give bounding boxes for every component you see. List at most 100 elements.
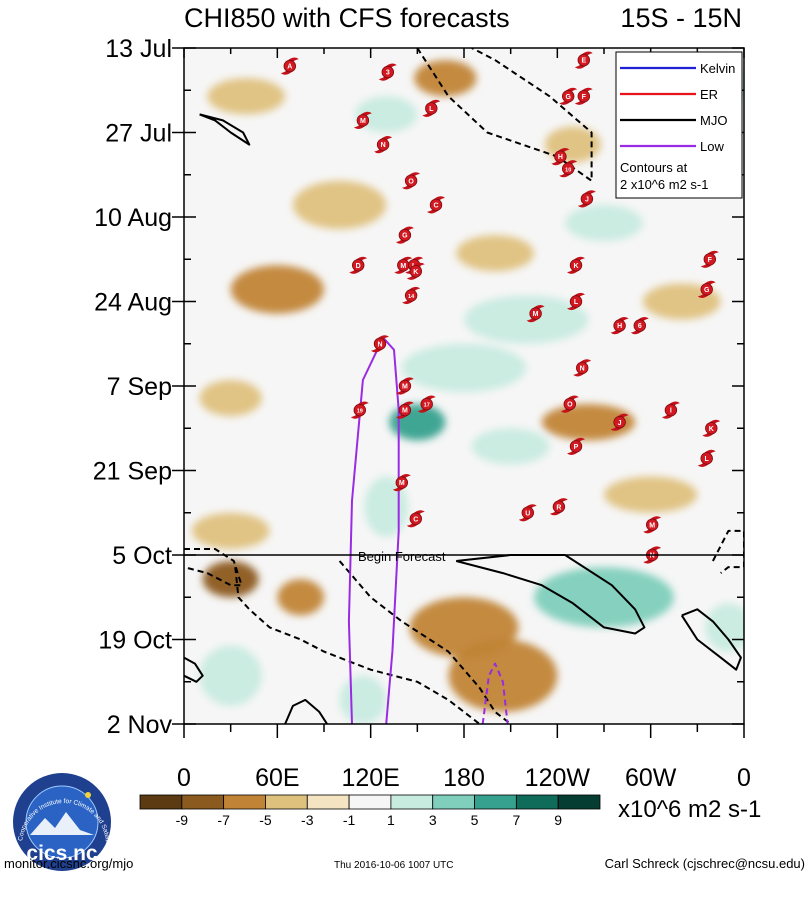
storm-body	[398, 403, 412, 417]
storm-marker: M	[353, 111, 372, 129]
anomaly-patch	[604, 476, 698, 513]
legend: Kelvin ER MJO Low Contours at 2 x10^6 m2 s-…	[615, 51, 743, 199]
storm-label: 6	[638, 323, 642, 330]
storm-body	[705, 422, 718, 435]
storm-body	[373, 337, 387, 350]
mjo-contour	[712, 529, 744, 574]
colorbar-swatch	[348, 794, 392, 810]
storm-layer: A3LMNOCEGFH10JGDMLK14KLMFGH6NMM1719NOJIK…	[280, 51, 721, 564]
mjo-contour	[338, 560, 512, 724]
colorbar-swatch	[181, 794, 225, 810]
logo-mountains	[30, 812, 94, 835]
x-tick-label: 120E	[341, 764, 399, 792]
anomaly-patch	[207, 78, 286, 115]
x-tick-label: 60W	[625, 764, 677, 792]
storm-marker: M	[643, 516, 662, 534]
storm-marker: L	[422, 99, 441, 117]
anomaly-patch	[565, 204, 643, 242]
anomaly-patch	[705, 603, 744, 652]
storm-label: 10	[565, 167, 571, 173]
storm-marker: L	[567, 292, 585, 311]
anomaly-patch	[292, 180, 387, 230]
storm-label: H	[558, 154, 563, 161]
storm-label: A	[287, 64, 292, 71]
anomaly-patch	[642, 283, 721, 320]
colorbar-swatch	[390, 794, 434, 810]
storm-label: C	[433, 203, 438, 210]
mjo-contour	[184, 656, 204, 683]
storm-body	[569, 295, 583, 308]
colorbar-swatch	[557, 794, 601, 810]
storm-body	[646, 518, 659, 531]
colorbar-label: -3	[301, 812, 314, 828]
chart-title: CHI850 with CFS forecasts	[184, 3, 510, 33]
storm-marker: E	[574, 51, 593, 69]
storm-body	[633, 319, 646, 332]
storm-body	[577, 53, 590, 67]
x-tick-label: 0	[177, 764, 191, 792]
anomaly-patch	[277, 579, 324, 616]
footer-author: Carl Schreck (cjschrec@ncsu.edu)	[605, 856, 805, 871]
colorbar-swatch	[265, 794, 308, 810]
storm-marker: O	[402, 172, 421, 190]
storm-label: M	[399, 480, 405, 487]
storm-label: I	[670, 408, 672, 415]
storm-label: C	[413, 516, 418, 523]
mjo-contour	[199, 113, 251, 146]
storm-label: N	[650, 553, 655, 560]
colorbar-label: 3	[429, 812, 437, 828]
logo-text: cics.nc	[26, 842, 98, 865]
storm-marker: D	[349, 256, 368, 274]
anomaly-patch	[202, 561, 259, 598]
storm-body	[420, 397, 433, 411]
storm-marker: L	[697, 449, 716, 467]
storm-marker: O	[560, 395, 579, 413]
storm-marker: J	[577, 190, 596, 208]
legend-label-kelvin: Kelvin	[700, 61, 735, 76]
storm-body	[569, 259, 583, 272]
storm-label: E	[581, 58, 586, 65]
mjo-contour	[680, 608, 742, 671]
contour-note-line1: Contours at	[620, 160, 688, 175]
storm-marker: 17	[417, 395, 436, 413]
colorbar-units: x10^6 m2 s-1	[618, 796, 761, 823]
logo-satellite	[85, 792, 91, 798]
storm-label: M	[400, 263, 406, 270]
storm-label: J	[585, 197, 589, 204]
storm-label: G	[565, 94, 571, 101]
low-contour	[347, 336, 400, 724]
storm-label: R	[556, 504, 561, 511]
y-tick-label: 21 Sep	[93, 458, 172, 486]
x-tick-label: 0	[737, 764, 751, 792]
storm-marker: U	[518, 504, 537, 522]
storm-marker: J	[610, 413, 629, 431]
storm-label: L	[429, 106, 434, 113]
storm-label: F	[582, 94, 587, 101]
storm-body	[613, 416, 626, 429]
colorbar-label: 7	[512, 812, 520, 828]
storm-body	[376, 138, 390, 151]
storm-marker: F	[574, 87, 593, 105]
storm-body	[521, 506, 534, 519]
anomaly-patch	[464, 295, 589, 344]
mjo-contour	[284, 698, 328, 724]
storm-marker: R	[549, 498, 568, 516]
storm-body	[353, 403, 366, 417]
colorbar-label: 5	[471, 812, 479, 828]
storm-body	[283, 59, 296, 73]
y-tick-label: 5 Oct	[112, 542, 172, 570]
storm-body	[398, 379, 412, 393]
contour-note-line2: 2 x10^6 m2 s-1	[620, 177, 708, 192]
storm-label: L	[705, 456, 710, 463]
y-tick-label: 24 Aug	[94, 289, 172, 317]
storm-label: N	[381, 142, 386, 149]
colorbar-label: 9	[554, 812, 562, 828]
x-axis: 0 60E 120E 180 120W 60W 0	[177, 48, 751, 792]
storm-label: K	[413, 269, 418, 276]
storm-marker: M	[394, 256, 413, 274]
storm-body	[562, 162, 575, 175]
anomaly-patch	[191, 512, 270, 549]
anomaly-patch	[456, 235, 534, 272]
storm-label: M	[402, 384, 408, 391]
